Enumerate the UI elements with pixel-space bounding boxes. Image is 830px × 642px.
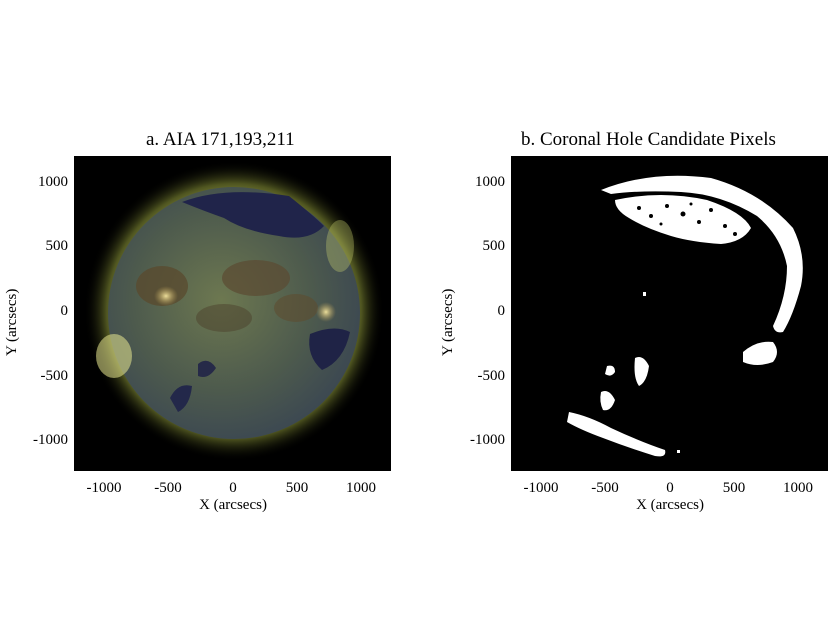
panel-b-title: b. Coronal Hole Candidate Pixels [521, 129, 776, 150]
panel-a-xtick-neg500: -500 [154, 480, 182, 496]
panel-a-ylabel: Y (arcsecs) [4, 288, 20, 356]
panel-a-xtick-0: 0 [229, 480, 237, 496]
panel-b-xtick-500: 500 [722, 480, 746, 496]
panel-a-ytick-neg1000: -1000 [33, 432, 68, 448]
panel-a-xtick-neg1000: -1000 [86, 480, 122, 496]
panel-b-ytick-neg1000: -1000 [470, 432, 505, 448]
panel-b-ylabel: Y (arcsecs) [440, 288, 456, 356]
aia-composite-image [74, 156, 391, 471]
panel-a-xlabel: X (arcsecs) [199, 497, 267, 513]
panel-a-xtick-500: 500 [285, 480, 309, 496]
panel-a-ytick-neg500: -500 [40, 368, 69, 384]
panel-b-ytick-1000: 1000 [475, 174, 505, 190]
coronal-hole-candidate-mask [511, 156, 828, 471]
panel-b-ytick-500: 500 [482, 238, 506, 254]
panel-b-xtick-neg500: -500 [591, 480, 619, 496]
panel-a-title: a. AIA 171,193,211 [146, 129, 295, 150]
panel-b-xtick-0: 0 [666, 480, 674, 496]
panel-b-xlabel: X (arcsecs) [636, 497, 704, 513]
panel-a-ytick-500: 500 [45, 238, 69, 254]
panel-a-ytick-0: 0 [60, 303, 69, 319]
panel-b-ytick-neg500: -500 [477, 368, 506, 384]
panel-a-xtick-1000: 1000 [346, 480, 376, 496]
panel-a-ytick-1000: 1000 [38, 174, 68, 190]
panel-b-ytick-0: 0 [497, 303, 506, 319]
panel-b-xtick-1000: 1000 [783, 480, 813, 496]
panel-b-xtick-neg1000: -1000 [523, 480, 559, 496]
